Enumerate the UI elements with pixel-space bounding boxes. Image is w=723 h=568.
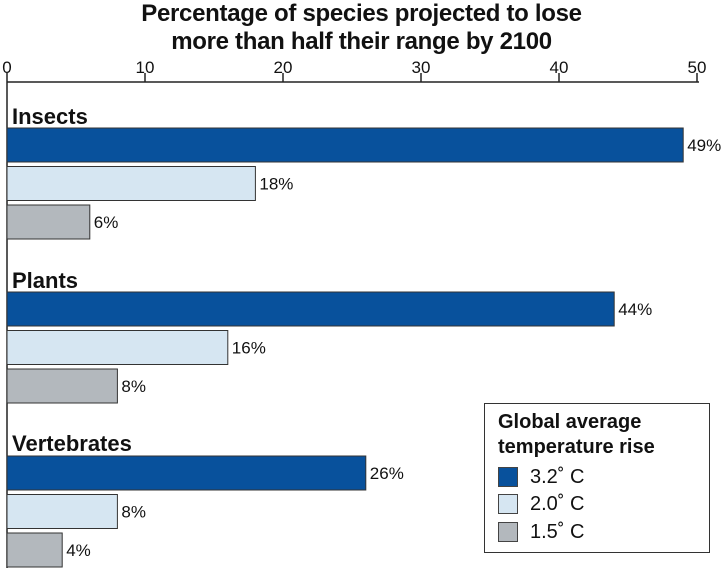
bar-insects-series-0 (6, 127, 684, 163)
data-label-vertebrates-series-1: 8% (121, 503, 146, 522)
legend-swatch-2-0 (498, 494, 518, 514)
legend-title: Global average temperature rise (498, 410, 655, 460)
data-label-insects-series-0: 49% (687, 136, 721, 155)
data-label-vertebrates-series-2: 4% (66, 541, 91, 560)
x-tick-label-10: 10 (136, 58, 155, 77)
bar-plants-series-2 (6, 368, 118, 404)
bar-vertebrates-series-0 (6, 455, 367, 491)
x-tick-label-20: 20 (274, 58, 293, 77)
legend-title-line-2: temperature rise (498, 436, 655, 458)
x-tick-label-40: 40 (550, 58, 569, 77)
data-label-plants-series-1: 16% (232, 339, 266, 358)
category-label-plants: Plants (12, 268, 78, 293)
legend-label-1-5: 1.5˚ C (530, 521, 585, 543)
data-label-insects-series-1: 18% (259, 175, 293, 194)
bar-vertebrates-series-1 (6, 494, 118, 529)
legend-title-line-1: Global average (498, 411, 642, 433)
bar-insects-series-1 (6, 166, 256, 201)
x-tick-label-0: 0 (2, 58, 11, 77)
data-label-plants-series-2: 8% (121, 377, 146, 396)
legend-label-2-0: 2.0˚ C (530, 493, 585, 515)
category-label-insects: Insects (12, 104, 88, 129)
x-tick-label-50: 50 (688, 58, 707, 77)
data-label-insects-series-2: 6% (94, 213, 119, 232)
legend-swatch-3-2 (498, 467, 518, 487)
bar-vertebrates-series-2 (6, 532, 63, 568)
chart-title-line-2: more than half their range by 2100 (171, 28, 552, 55)
legend-label-3-2: 3.2˚ C (530, 466, 585, 488)
x-tick-label-30: 30 (412, 58, 431, 77)
data-label-plants-series-0: 44% (618, 300, 652, 319)
bar-plants-series-1 (6, 330, 229, 365)
bar-insects-series-2 (6, 204, 91, 240)
legend-swatch-1-5 (498, 522, 518, 542)
chart-title: Percentage of species projected to lose … (0, 0, 723, 56)
data-label-vertebrates-series-0: 26% (370, 464, 404, 483)
legend: Global average temperature rise 3.2˚ C 2… (484, 403, 710, 553)
chart-title-line-1: Percentage of species projected to lose (141, 0, 582, 27)
category-label-vertebrates: Vertebrates (12, 431, 132, 456)
bar-plants-series-0 (6, 291, 615, 327)
